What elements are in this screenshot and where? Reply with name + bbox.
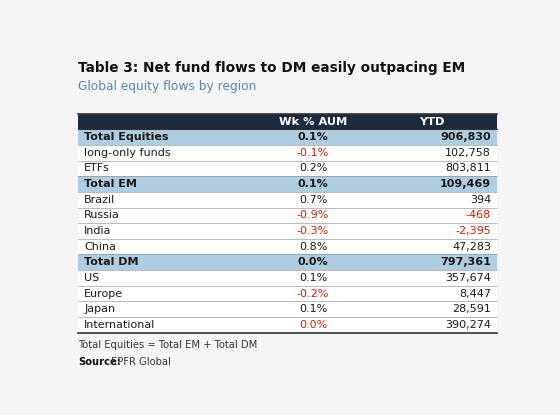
Text: Source:: Source:	[78, 357, 121, 367]
Text: International: International	[85, 320, 156, 330]
Text: 0.0%: 0.0%	[299, 320, 327, 330]
Text: India: India	[85, 226, 112, 236]
Bar	[78, 301, 497, 317]
Bar	[78, 114, 497, 129]
Text: China: China	[85, 242, 116, 251]
Text: Brazil: Brazil	[85, 195, 115, 205]
Bar	[78, 161, 497, 176]
Text: Total Equities: Total Equities	[85, 132, 169, 142]
Text: -0.1%: -0.1%	[297, 148, 329, 158]
Text: 109,469: 109,469	[440, 179, 491, 189]
Text: 390,274: 390,274	[445, 320, 491, 330]
Bar	[78, 145, 497, 161]
Bar	[78, 239, 497, 254]
Text: 0.8%: 0.8%	[299, 242, 327, 251]
Bar	[78, 254, 497, 270]
Text: Japan: Japan	[85, 304, 115, 314]
Text: US: US	[85, 273, 100, 283]
Text: Total EM: Total EM	[85, 179, 137, 189]
Text: ETFs: ETFs	[85, 164, 110, 173]
Text: 102,758: 102,758	[445, 148, 491, 158]
Text: 8,447: 8,447	[459, 288, 491, 298]
Text: long-only funds: long-only funds	[85, 148, 171, 158]
Text: Wk % AUM: Wk % AUM	[279, 117, 347, 127]
Bar	[78, 129, 497, 145]
Text: YTD: YTD	[419, 117, 445, 127]
Bar	[78, 317, 497, 332]
Text: 797,361: 797,361	[440, 257, 491, 267]
Bar	[78, 208, 497, 223]
Text: 906,830: 906,830	[440, 132, 491, 142]
Text: -468: -468	[466, 210, 491, 220]
Bar	[78, 286, 497, 301]
Bar	[78, 223, 497, 239]
Text: Global equity flows by region: Global equity flows by region	[78, 80, 256, 93]
Text: 47,283: 47,283	[452, 242, 491, 251]
Bar	[78, 270, 497, 286]
Text: Total Equities = Total EM + Total DM: Total Equities = Total EM + Total DM	[78, 339, 257, 349]
Text: Europe: Europe	[85, 288, 123, 298]
Text: 357,674: 357,674	[445, 273, 491, 283]
Text: 0.1%: 0.1%	[299, 273, 327, 283]
Text: 0.1%: 0.1%	[299, 304, 327, 314]
Text: 0.0%: 0.0%	[298, 257, 328, 267]
Text: -0.3%: -0.3%	[297, 226, 329, 236]
Text: EPFR Global: EPFR Global	[111, 357, 171, 367]
Text: 0.2%: 0.2%	[299, 164, 327, 173]
Bar	[78, 176, 497, 192]
Text: -0.9%: -0.9%	[297, 210, 329, 220]
Text: 803,811: 803,811	[445, 164, 491, 173]
Text: Russia: Russia	[85, 210, 120, 220]
Text: -2,395: -2,395	[455, 226, 491, 236]
Text: 0.7%: 0.7%	[299, 195, 327, 205]
Text: 0.1%: 0.1%	[298, 132, 328, 142]
Text: 0.1%: 0.1%	[298, 179, 328, 189]
Text: Total DM: Total DM	[85, 257, 139, 267]
Text: -0.2%: -0.2%	[297, 288, 329, 298]
Text: 394: 394	[470, 195, 491, 205]
Bar	[78, 192, 497, 208]
Text: Table 3: Net fund flows to DM easily outpacing EM: Table 3: Net fund flows to DM easily out…	[78, 61, 465, 75]
Text: 28,591: 28,591	[452, 304, 491, 314]
